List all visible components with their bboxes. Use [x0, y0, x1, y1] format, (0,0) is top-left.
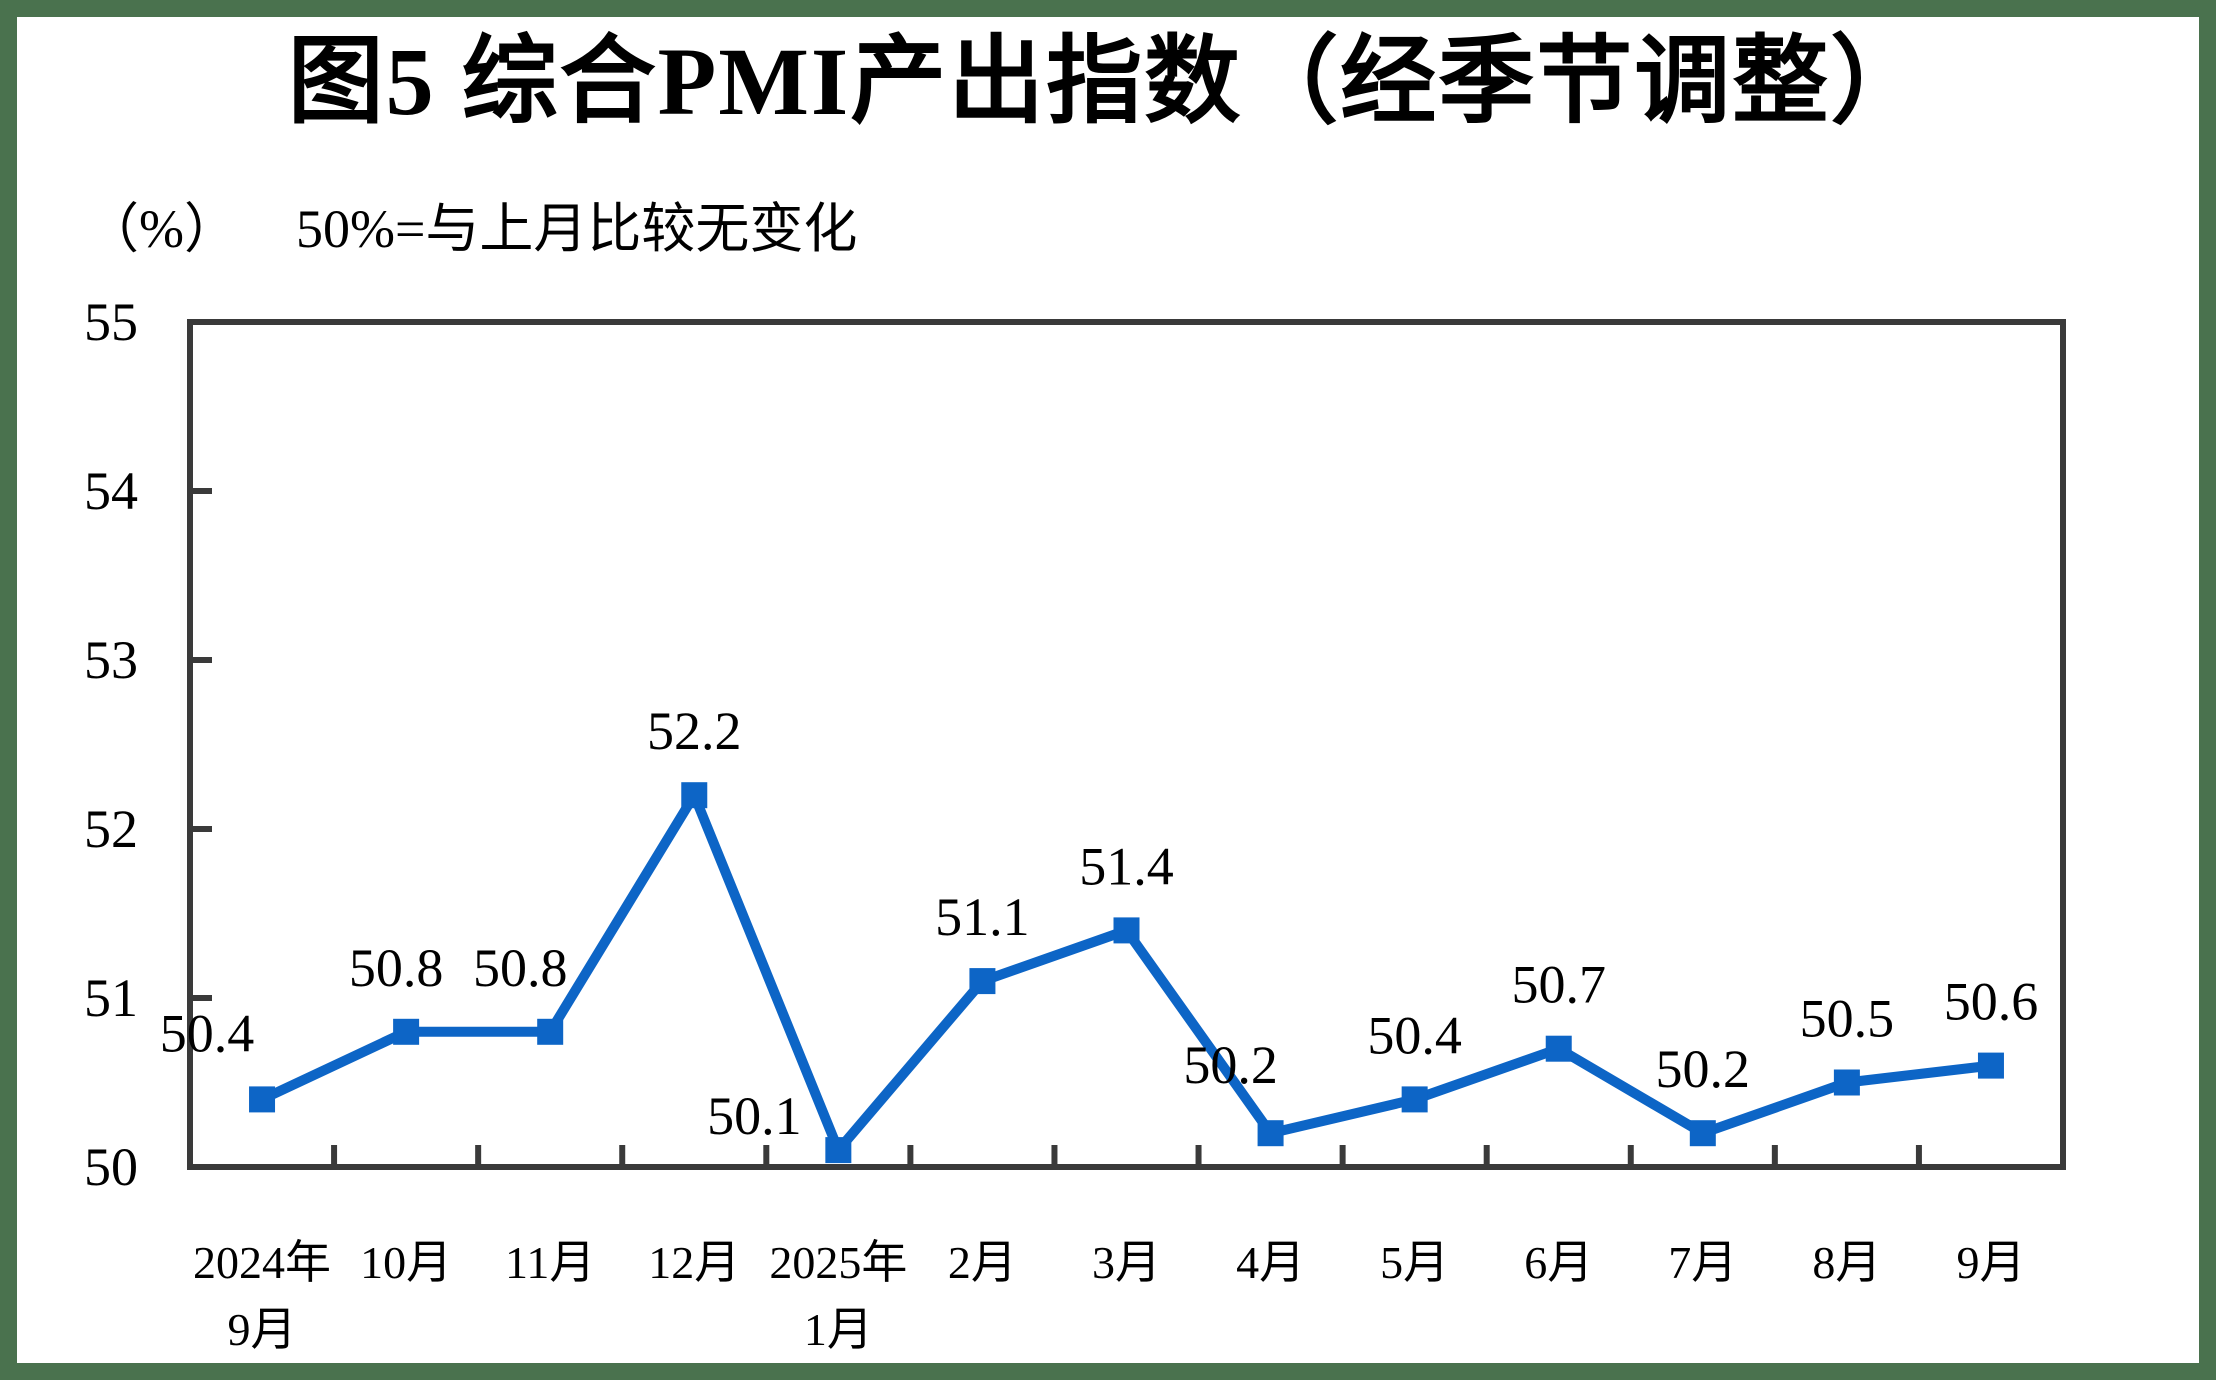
plot-border	[187, 319, 2066, 1170]
x-category-label: 7月	[1668, 1237, 1737, 1288]
x-category-label: 8月	[1812, 1237, 1881, 1288]
y-axis-tick-label: 50	[84, 1137, 138, 1197]
chart-title: 图5 综合PMI产出指数（经季节调整）	[287, 28, 1929, 135]
data-point-marker	[1257, 1120, 1284, 1147]
data-point-marker	[1833, 1069, 1860, 1096]
x-category-label: 4月	[1236, 1237, 1305, 1288]
x-category-label: 11月	[505, 1237, 595, 1288]
data-point-marker	[1401, 1086, 1428, 1113]
y-axis-tick-label: 52	[84, 799, 138, 859]
data-point-marker	[969, 968, 996, 995]
data-point-marker	[249, 1086, 276, 1113]
data-point-marker	[681, 782, 708, 809]
data-point-marker	[537, 1018, 564, 1045]
x-category-label: 9月	[1956, 1237, 2025, 1288]
y-axis-tick-label: 54	[84, 461, 138, 521]
x-category-label: 12月	[648, 1237, 740, 1288]
data-label: 50.8	[349, 938, 444, 998]
y-axis-tick-label: 51	[84, 968, 138, 1028]
data-label: 50.5	[1800, 989, 1895, 1049]
x-category-label: 2024年 9月	[193, 1237, 331, 1355]
data-label: 50.4	[160, 1003, 255, 1063]
reference-note: 50%=与上月比较无变化	[295, 199, 858, 259]
y-axis-tick-label: 55	[84, 292, 138, 352]
data-point-marker	[1977, 1052, 2004, 1079]
data-point-marker	[1545, 1035, 1572, 1062]
data-label: 50.7	[1511, 955, 1606, 1015]
data-label: 51.1	[935, 887, 1030, 947]
x-category-label: 10月	[360, 1237, 452, 1288]
data-label: 52.2	[647, 701, 742, 761]
x-category-label: 6月	[1524, 1237, 1593, 1288]
data-label: 51.4	[1079, 836, 1174, 896]
y-axis-unit-label: （%）	[85, 199, 238, 259]
data-point-marker	[825, 1137, 852, 1164]
x-category-label: 2025年 1月	[769, 1237, 907, 1355]
data-label: 50.2	[1183, 1035, 1278, 1095]
data-point-marker	[1689, 1120, 1716, 1147]
data-label: 50.1	[707, 1086, 802, 1146]
data-label: 50.8	[473, 938, 568, 998]
x-category-label: 3月	[1092, 1237, 1161, 1288]
x-category-label: 5月	[1380, 1237, 1449, 1288]
y-axis-tick-label: 53	[84, 630, 138, 690]
x-category-label: 2月	[948, 1237, 1017, 1288]
data-point-marker	[1113, 917, 1140, 944]
chart-subtitle-row: （%） 50%=与上月比较无变化	[85, 199, 858, 259]
data-label: 50.2	[1656, 1039, 1751, 1099]
data-point-marker	[393, 1018, 420, 1045]
data-label: 50.4	[1367, 1005, 1462, 1065]
data-label: 50.6	[1944, 972, 2039, 1032]
